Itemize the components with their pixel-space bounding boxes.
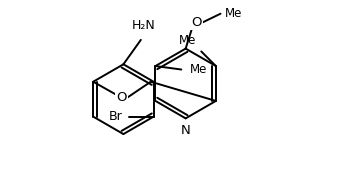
Text: Me: Me	[179, 34, 197, 47]
Text: H₂N: H₂N	[132, 19, 156, 32]
Text: O: O	[191, 16, 201, 29]
Text: O: O	[116, 91, 126, 104]
Text: Br: Br	[109, 110, 122, 123]
Text: Me: Me	[225, 7, 242, 20]
Text: N: N	[181, 124, 191, 137]
Text: Me: Me	[190, 63, 207, 76]
